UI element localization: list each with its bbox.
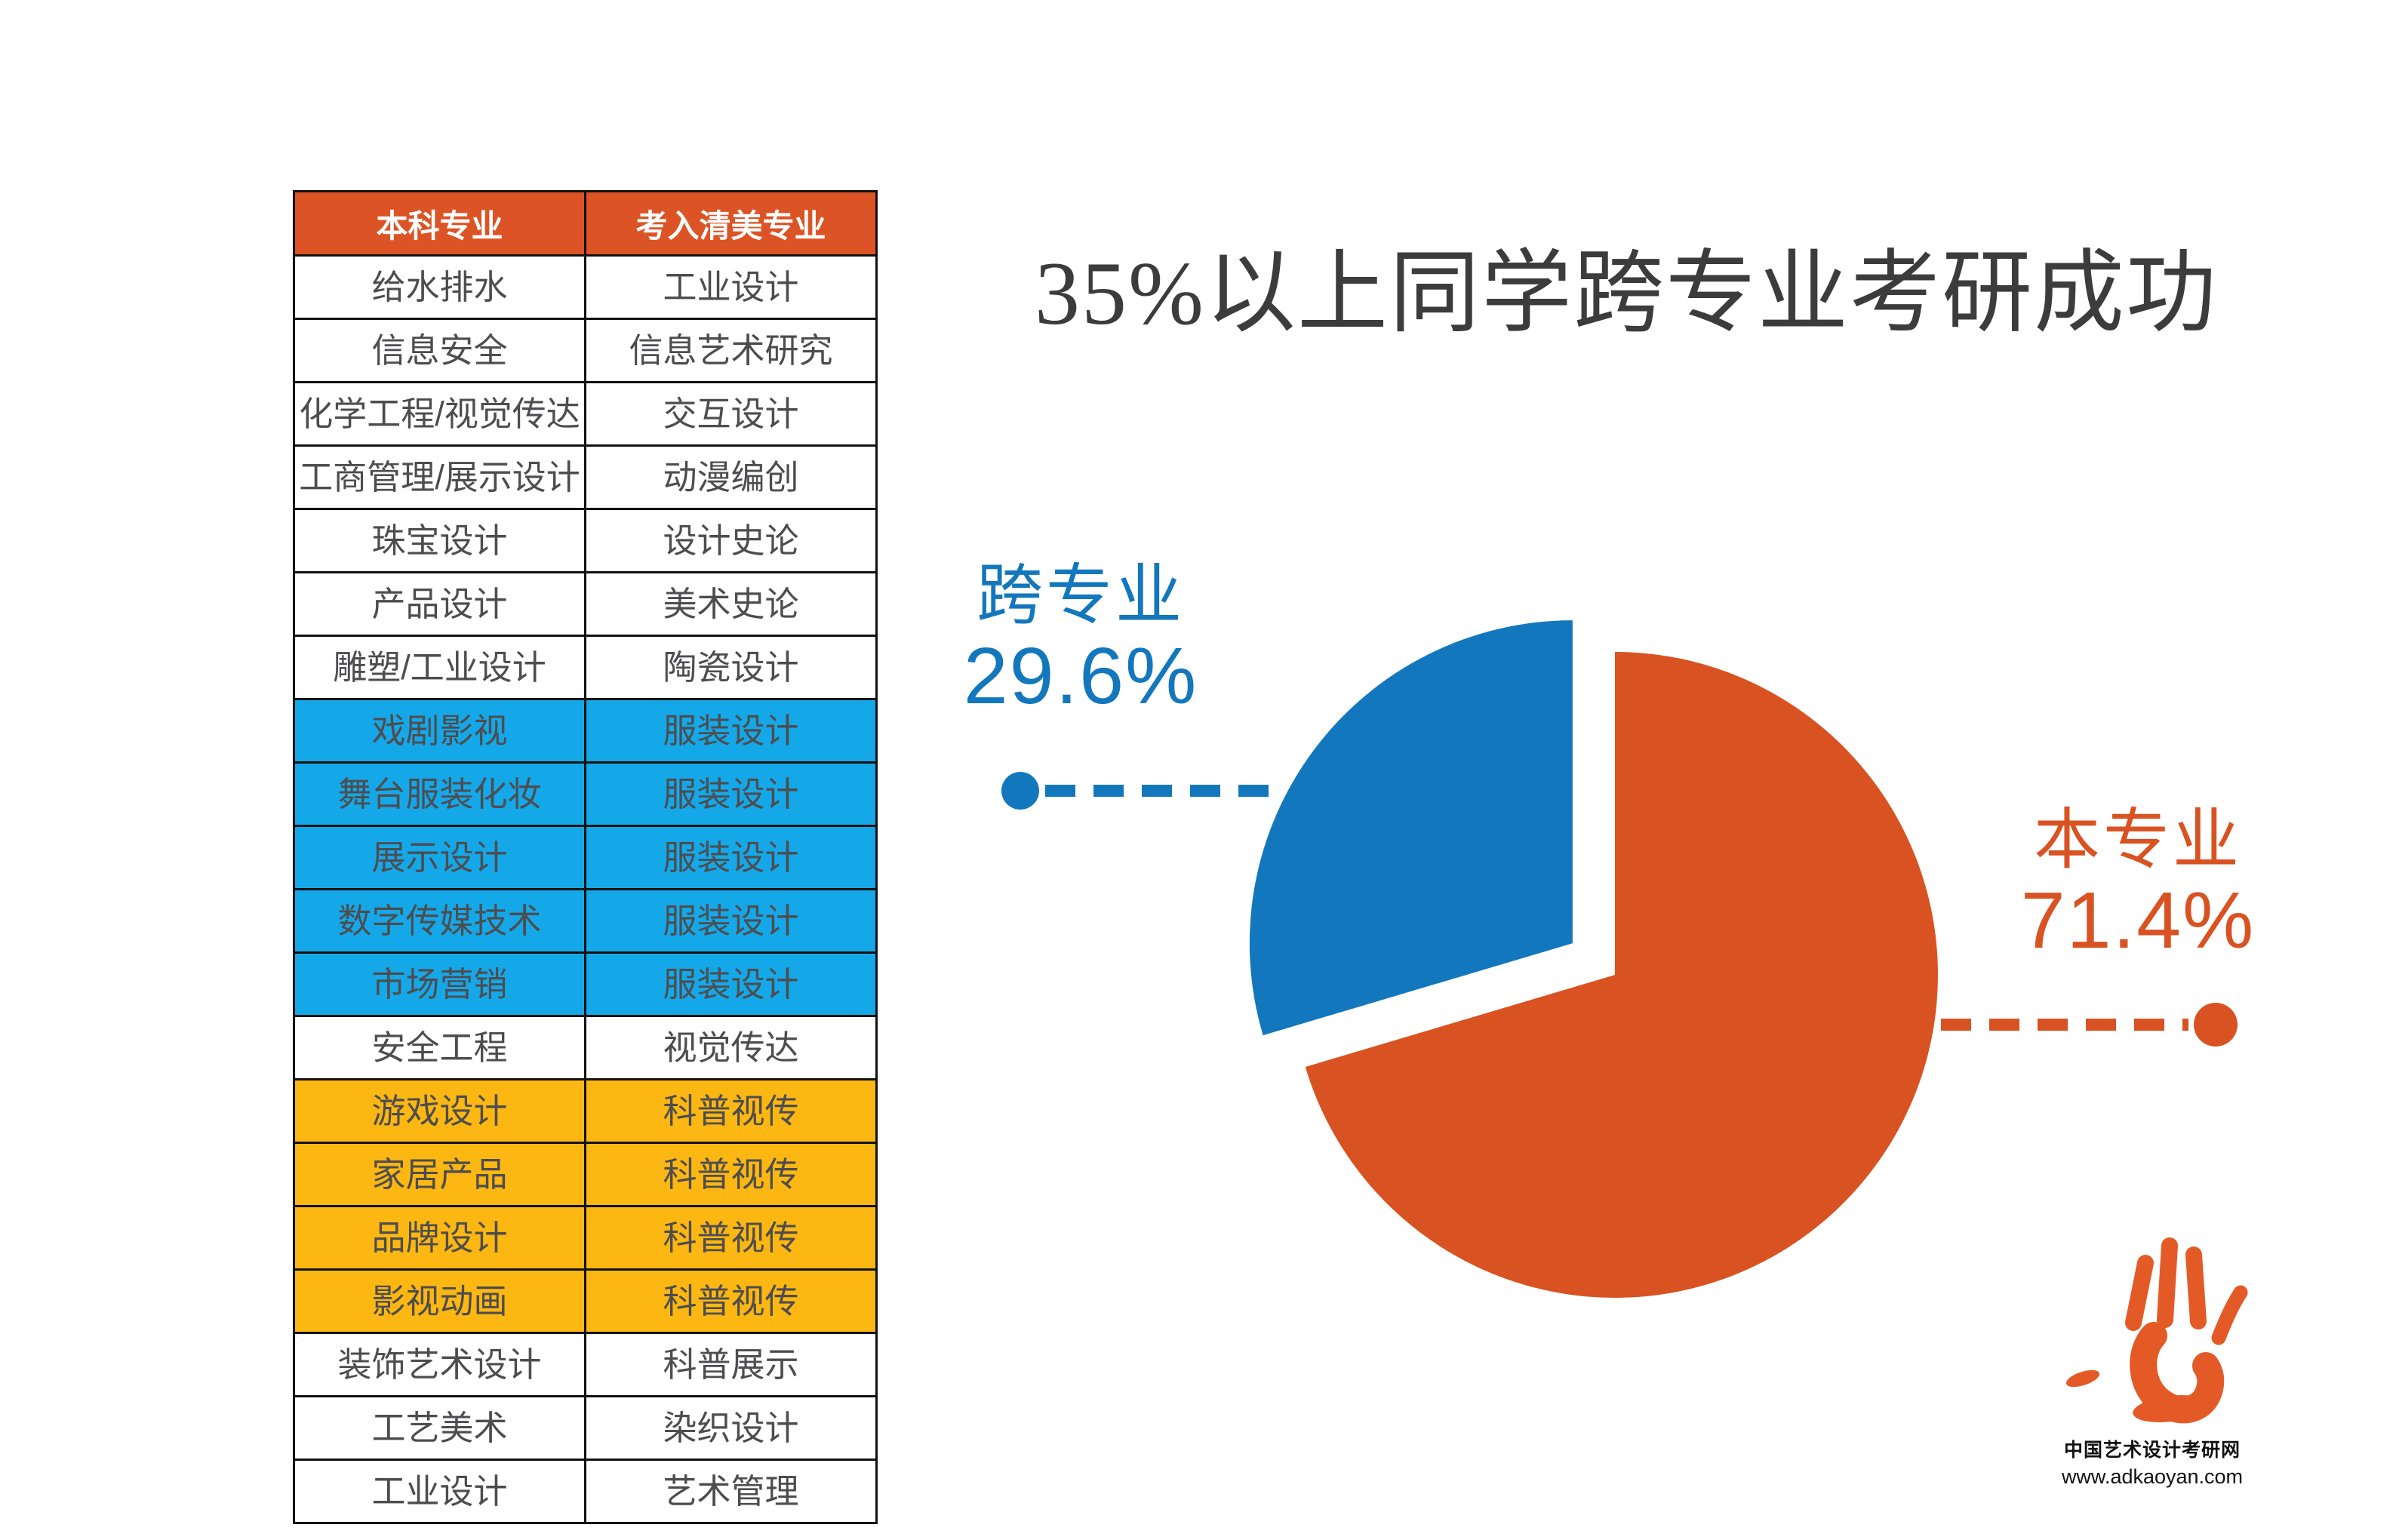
cell-undergrad-major: 市场营销 [293,951,586,1017]
table-row: 装饰艺术设计 科普展示 [293,1332,878,1397]
cell-undergrad-major: 工商管理/展示设计 [293,444,586,510]
cell-undergrad-major: 数字传媒技术 [293,888,586,954]
table-row: 产品设计 美术史论 [293,571,878,637]
table-row: 舞台服装化妆 服装设计 [293,761,878,827]
cell-undergrad-major: 戏剧影视 [293,698,586,764]
table-row: 给水排水 工业设计 [293,254,878,320]
cell-admitted-major: 交互设计 [584,381,878,447]
table-row: 展示设计 服装设计 [293,825,878,890]
cell-admitted-major: 美术史论 [584,571,878,637]
cross-major-percent: 29.6% [963,631,1198,721]
table-row: 品牌设计 科普视传 [293,1205,878,1271]
table-row: 安全工程 视觉传达 [293,1015,878,1080]
site-logo-caption: 中国艺术设计考研网 www.adkaoyan.com [2054,1435,2250,1489]
pie-slice-own-major [1305,652,1939,1298]
table-header-row: 本科专业 考入清美专业 [293,190,878,257]
site-url: www.adkaoyan.com [2061,1465,2244,1488]
table-row: 工业设计 艺术管理 [293,1459,878,1524]
cell-admitted-major: 染织设计 [584,1395,878,1461]
table-row: 工艺美术 染织设计 [293,1395,878,1461]
site-name: 中国艺术设计考研网 [2063,1440,2241,1461]
cell-admitted-major: 科普视传 [584,1268,878,1334]
header-undergrad-major: 本科专业 [293,190,586,257]
cell-undergrad-major: 信息安全 [293,318,586,383]
table-row: 市场营销 服装设计 [293,951,878,1017]
cell-admitted-major: 科普展示 [584,1332,878,1397]
cell-admitted-major: 服装设计 [584,951,878,1017]
cell-undergrad-major: 工业设计 [293,1459,586,1524]
table-row: 雕塑/工业设计 陶瓷设计 [293,635,878,700]
cell-admitted-major: 艺术管理 [584,1459,878,1524]
cross-major-callout: 跨专业 29.6% [945,560,1216,718]
cell-undergrad-major: 安全工程 [293,1015,586,1080]
cell-undergrad-major: 影视动画 [293,1268,586,1334]
cell-undergrad-major: 家居产品 [293,1142,586,1207]
cell-admitted-major: 工业设计 [584,254,878,320]
header-admitted-major: 考入清美专业 [584,190,878,257]
cell-admitted-major: 服装设计 [584,761,878,827]
own-major-label: 本专业 [2033,804,2242,878]
cross-major-label: 跨专业 [976,560,1185,633]
cell-undergrad-major: 装饰艺术设计 [293,1332,586,1397]
own-major-callout: 本专业 71.4% [1998,804,2278,963]
table-row: 戏剧影视 服装设计 [293,698,878,764]
table-row: 家居产品 科普视传 [293,1142,878,1207]
table-row: 珠宝设计 设计史论 [293,508,878,573]
cell-admitted-major: 服装设计 [584,825,878,890]
table-row: 工商管理/展示设计 动漫编创 [293,444,878,510]
cell-admitted-major: 视觉传达 [584,1015,878,1080]
cell-admitted-major: 科普视传 [584,1205,878,1271]
cell-admitted-major: 科普视传 [584,1142,878,1207]
table-row: 数字传媒技术 服装设计 [293,888,878,954]
cell-undergrad-major: 化学工程/视觉传达 [293,381,586,447]
major-mapping-table: 本科专业 考入清美专业 给水排水 工业设计 信息安全 信息艺术研究 化学工程/视觉传达交… [293,190,878,1524]
table-row: 影视动画 科普视传 [293,1268,878,1334]
cell-admitted-major: 服装设计 [584,888,878,954]
table-row: 化学工程/视觉传达 交互设计 [293,381,878,447]
handprint-logo-icon [2065,1237,2248,1424]
cell-undergrad-major: 工艺美术 [293,1395,586,1461]
table-row: 游戏设计 科普视传 [293,1078,878,1144]
own-major-dot [2194,1003,2238,1047]
page-title: 35%以上同学跨专业考研成功 [1035,243,2218,343]
cell-undergrad-major: 舞台服装化妆 [293,761,586,827]
cell-admitted-major: 动漫编创 [584,444,878,510]
cell-admitted-major: 设计史论 [584,508,878,573]
cell-undergrad-major: 产品设计 [293,571,586,637]
cell-admitted-major: 陶瓷设计 [584,635,878,700]
cell-undergrad-major: 雕塑/工业设计 [293,635,586,700]
cell-undergrad-major: 给水排水 [293,254,586,320]
cell-undergrad-major: 游戏设计 [293,1078,586,1144]
cell-admitted-major: 服装设计 [584,698,878,764]
pie-slice-cross-major [1249,620,1573,1036]
table-row: 信息安全 信息艺术研究 [293,318,878,383]
cell-admitted-major: 科普视传 [584,1078,878,1144]
cell-undergrad-major: 品牌设计 [293,1205,586,1271]
cross-major-dot [1001,772,1039,810]
cell-admitted-major: 信息艺术研究 [584,318,878,383]
own-major-percent: 71.4% [2020,875,2256,965]
cell-undergrad-major: 珠宝设计 [293,508,586,573]
cell-undergrad-major: 展示设计 [293,825,586,890]
